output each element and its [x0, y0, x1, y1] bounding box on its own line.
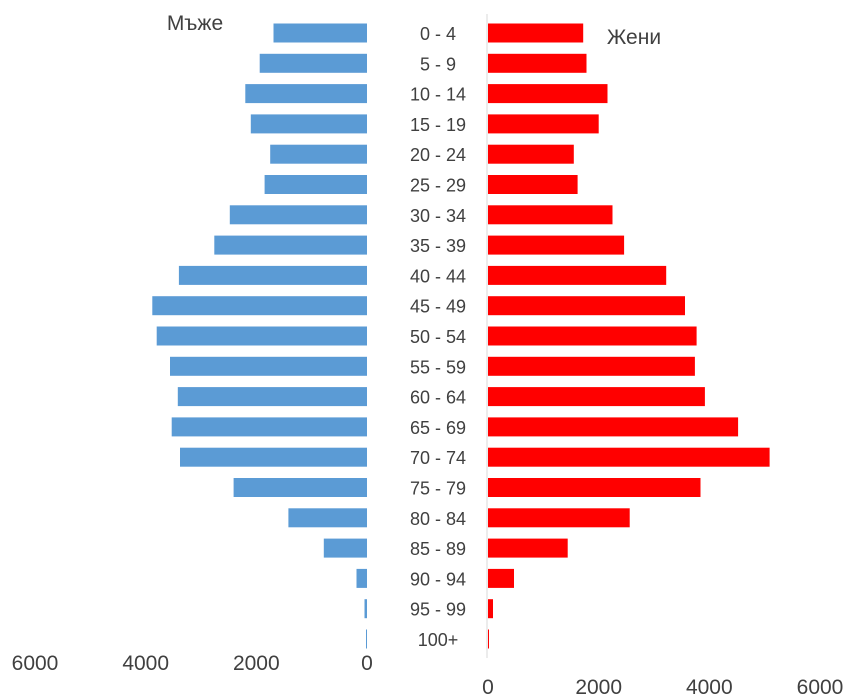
right-tick-2: 4000 [686, 676, 733, 698]
age-label-17: 85 - 89 [410, 539, 466, 559]
age-group-labels: 0 - 4 5 - 9 10 - 14 15 - 19 20 - 24 25 - 29 30… [410, 24, 466, 650]
bar-men-4 [270, 144, 367, 164]
bar-men-2 [245, 84, 367, 104]
age-label-6: 30 - 34 [410, 206, 466, 226]
age-label-11: 55 - 59 [410, 357, 466, 377]
bar-men-17 [323, 538, 367, 558]
right-tick-1: 2000 [575, 676, 622, 698]
bar-men-10 [156, 326, 367, 346]
bar-men-18 [356, 568, 367, 588]
bar-women-5 [488, 175, 578, 194]
bar-men-7 [214, 235, 367, 255]
left-tick-0: 6000 [12, 652, 59, 675]
left-tick-1: 4000 [122, 652, 169, 675]
age-label-13: 65 - 69 [410, 418, 466, 438]
bar-women-9 [488, 296, 685, 316]
bar-women-12 [488, 387, 705, 407]
right-tick-0: 0 [482, 676, 494, 698]
series-label-women: Жени [607, 26, 661, 49]
bar-women-15 [488, 478, 701, 497]
bar-women-4 [488, 144, 574, 164]
bar-women-10 [488, 326, 697, 346]
bar-women-0 [488, 23, 584, 43]
age-label-3: 15 - 19 [410, 115, 466, 135]
bar-men-1 [259, 53, 367, 73]
age-label-12: 60 - 64 [410, 388, 466, 408]
bar-women-7 [488, 235, 625, 255]
bar-men-9 [152, 296, 367, 316]
age-label-2: 10 - 14 [410, 85, 466, 105]
bar-women-13 [488, 417, 739, 437]
age-label-16: 80 - 84 [410, 509, 466, 529]
bar-men-16 [288, 508, 367, 528]
right-axis-ticks: 0 2000 4000 6000 [482, 676, 843, 698]
men-bars [152, 23, 367, 649]
age-label-15: 75 - 79 [410, 479, 466, 499]
left-tick-2: 2000 [233, 652, 280, 675]
age-label-10: 50 - 54 [410, 327, 466, 347]
right-tick-3: 6000 [797, 676, 844, 698]
bar-men-5 [264, 175, 367, 194]
age-label-7: 35 - 39 [410, 236, 466, 256]
left-axis-ticks: 6000 4000 2000 0 [12, 652, 373, 675]
bar-men-14 [180, 447, 367, 467]
bar-men-0 [273, 23, 367, 43]
bar-men-15 [233, 478, 367, 497]
bar-women-1 [488, 53, 587, 73]
bar-men-12 [177, 387, 367, 407]
bar-women-8 [488, 265, 667, 285]
bar-women-2 [488, 84, 608, 104]
bar-women-16 [488, 508, 630, 528]
bar-women-3 [488, 114, 599, 134]
bar-men-11 [170, 356, 367, 376]
bar-women-20 [488, 629, 489, 649]
age-label-5: 25 - 29 [410, 176, 466, 196]
age-label-9: 45 - 49 [410, 297, 466, 317]
bar-men-3 [250, 114, 367, 134]
bar-women-18 [488, 568, 514, 588]
age-label-19: 95 - 99 [410, 600, 466, 620]
series-label-men: Мъже [167, 12, 223, 35]
bar-men-6 [229, 205, 367, 225]
left-tick-3: 0 [361, 652, 373, 675]
bar-men-13 [171, 417, 367, 437]
age-label-0: 0 - 4 [420, 24, 456, 44]
bar-women-17 [488, 538, 568, 558]
age-label-1: 5 - 9 [420, 54, 456, 74]
bar-women-14 [488, 447, 770, 467]
age-label-4: 20 - 24 [410, 145, 466, 165]
bar-women-19 [488, 599, 493, 619]
age-label-20: 100+ [418, 630, 459, 650]
bar-men-20 [366, 629, 367, 649]
age-label-18: 90 - 94 [410, 569, 466, 589]
bar-men-19 [364, 599, 367, 619]
age-label-8: 40 - 44 [410, 266, 466, 286]
age-label-14: 70 - 74 [410, 448, 466, 468]
bar-men-8 [178, 265, 367, 285]
bar-women-11 [488, 356, 695, 376]
women-bars [488, 23, 770, 649]
bar-women-6 [488, 205, 613, 225]
